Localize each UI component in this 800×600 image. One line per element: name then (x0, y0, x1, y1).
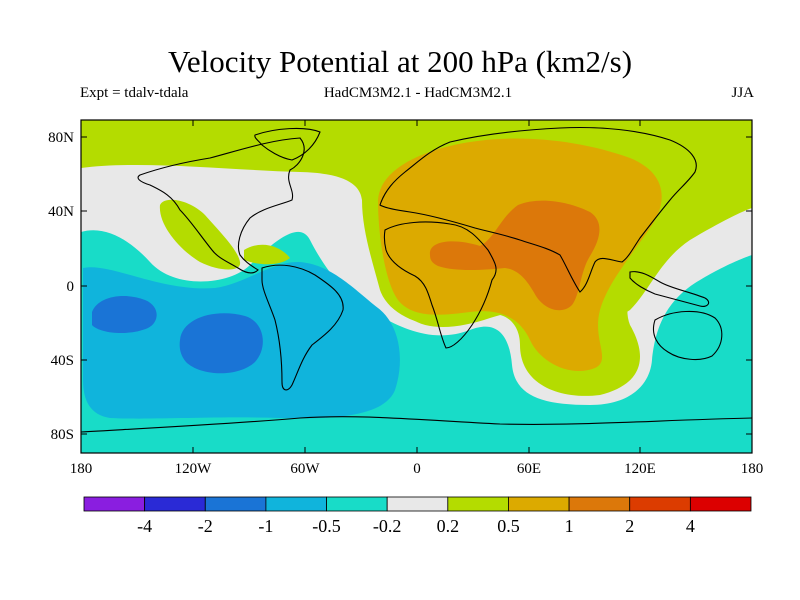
colorbar-swatch (204, 496, 267, 512)
x-tick-label: 0 (413, 461, 421, 477)
contour-positive-strong (429, 200, 600, 311)
colorbar-swatch (568, 496, 631, 512)
colorbar-swatch (508, 496, 570, 512)
season-label: JJA (731, 85, 754, 101)
y-tick-label: 80S (51, 427, 74, 443)
x-tick-label: 120E (624, 461, 656, 477)
colorbar: -4 -2 -1 -0.5 -0.2 0.2 0.5 1 2 4 (83, 496, 752, 536)
plot-title: Velocity Potential at 200 hPa (km2/s) (167, 44, 633, 79)
colorbar-swatch (144, 496, 206, 512)
y-tick-label: 0 (67, 279, 75, 295)
contour-negative-weak-south (81, 400, 752, 453)
coast-antarctica (81, 416, 752, 433)
y-tick-label: 40N (48, 204, 74, 220)
y-tick-label: 80N (48, 130, 74, 146)
coast-australia (652, 310, 723, 361)
colorbar-swatch (386, 496, 449, 512)
colorbar-swatch (689, 496, 752, 512)
colorbar-label: 4 (686, 516, 695, 536)
coast-greenland (254, 127, 321, 161)
coastlines (81, 126, 752, 433)
x-tick-label: 60E (517, 461, 541, 477)
coast-north-america (137, 137, 305, 274)
colorbar-label: -0.2 (373, 516, 402, 536)
contour-negative-strong-2 (179, 313, 263, 374)
colorbar-label: 1 (565, 516, 574, 536)
x-tick-label: 60W (290, 461, 320, 477)
x-tick-label: 180 (741, 461, 764, 477)
colorbar-label: -1 (258, 516, 273, 536)
colorbar-swatch (629, 496, 691, 512)
colorbar-swatch (83, 496, 146, 512)
experiment-label: Expt = tdalv-tdala (80, 85, 189, 101)
colorbar-label: -4 (137, 516, 152, 536)
coast-eurasia (379, 126, 697, 293)
contour-negative-strong-1 (92, 296, 157, 334)
colorbar-label: 0.2 (437, 516, 460, 536)
colorbar-swatch (265, 496, 327, 512)
x-tick-label: 120W (175, 461, 213, 477)
colorbar-swatch (447, 496, 509, 512)
model-label: HadCM3M2.1 - HadCM3M2.1 (323, 85, 513, 101)
contour-positive-caribbean (244, 244, 290, 265)
axis-ticks (80, 120, 753, 453)
coast-indonesia (629, 271, 710, 307)
colorbar-label: 2 (625, 516, 634, 536)
colorbar-label: -0.5 (312, 516, 341, 536)
y-tick-label: 40S (51, 353, 74, 369)
colorbar-label: 0.5 (497, 516, 520, 536)
coast-south-america (261, 264, 344, 391)
x-tick-label: 180 (70, 461, 93, 477)
colorbar-label: -2 (198, 516, 213, 536)
velocity-potential-field (81, 120, 752, 453)
colorbar-swatch (326, 496, 388, 512)
coast-africa (383, 221, 497, 349)
